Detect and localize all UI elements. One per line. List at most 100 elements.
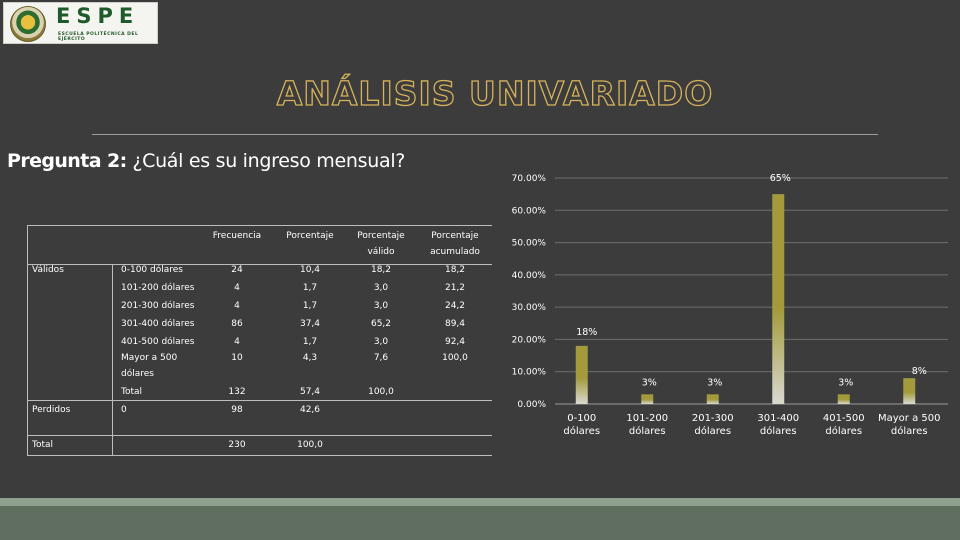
table-border-left (27, 225, 28, 455)
table-row-label: 201-300 dólares (121, 301, 195, 311)
y-tick-label: 0.00% (517, 400, 546, 410)
header-porcentaje-valido-line1: Porcentaje (357, 231, 405, 241)
table-row-label-line2: dólares (121, 369, 154, 379)
x-category-label: 0-100 (567, 413, 596, 424)
x-category-label: dólares (891, 425, 928, 437)
total-porcentaje: 100,0 (297, 440, 323, 450)
table-row-label: 101-200 dólares (121, 283, 195, 293)
bar (772, 194, 785, 404)
table-cell-valido: 3,0 (373, 337, 389, 347)
table-row-label: Mayor a 500 (121, 353, 178, 363)
table-divider-total (27, 435, 492, 436)
table-cell-porcentaje: 1,7 (302, 301, 318, 311)
table-cell-valido: 65,2 (370, 319, 392, 329)
bar (575, 345, 588, 404)
table-cell-valido: 18,2 (370, 265, 392, 275)
table-cell-valido: 7,6 (373, 353, 389, 363)
table-cell-acumulado: 21,2 (444, 283, 466, 293)
title-divider (92, 134, 878, 135)
question-text: ¿Cuál es su ingreso mensual? (126, 150, 406, 172)
x-category-label: 401-500 (823, 413, 865, 424)
table-cell-porcentaje: 37,4 (299, 319, 321, 329)
footer-band (0, 498, 960, 506)
table-cell-porcentaje: 4,3 (302, 353, 318, 363)
header-porcentaje-acumulado-line1: Porcentaje (431, 231, 479, 241)
table-cell-frecuencia: 4 (234, 283, 240, 293)
header-porcentaje-acumulado-line2: acumulado (430, 247, 480, 257)
question-label: Pregunta 2: (7, 150, 127, 172)
y-tick-label: 50.00% (512, 239, 547, 249)
table-header-divider (27, 264, 492, 265)
table-group-divider (112, 264, 113, 455)
y-tick-label: 20.00% (512, 335, 547, 345)
chart-canvas: 0.00% 10.00% 20.00% 30.00% 40.00% 50.00% 60.00… (512, 173, 948, 437)
table-cell-porcentaje: 1,7 (302, 337, 318, 347)
income-bar-chart: 0.00% 10.00% 20.00% 30.00% 40.00% 50.00% 60.00… (500, 160, 960, 450)
x-category-label: dólares (760, 425, 797, 437)
header-porcentaje: Porcentaje (286, 231, 334, 241)
logo-name: ESPE (56, 4, 140, 28)
table-border-bottom (27, 455, 492, 456)
table-cell-acumulado: 24,2 (444, 301, 466, 311)
x-category-label: dólares (694, 425, 731, 437)
table-divider-perdidos (27, 400, 492, 401)
table-border-top (27, 225, 492, 226)
data-label: 3% (642, 377, 657, 388)
group-label-perdidos: Perdidos (32, 405, 71, 415)
data-label: 65% (770, 173, 791, 184)
bar (837, 394, 850, 404)
data-label: 3% (838, 377, 853, 388)
table-cell-acumulado: 18,2 (444, 265, 466, 275)
data-label: 8% (912, 366, 927, 377)
bar (641, 394, 654, 404)
table-cell-valido: 3,0 (373, 301, 389, 311)
table-cell-porcentaje: 10,4 (299, 265, 321, 275)
footer (0, 506, 960, 540)
x-category-label: 101-200 (626, 413, 668, 424)
question-heading: Pregunta 2: ¿Cuál es su ingreso mensual? (7, 150, 405, 172)
x-category-label: dólares (825, 425, 862, 437)
table-cell-acumulado: 100,0 (442, 353, 468, 363)
validos-total-porcentaje: 57,4 (299, 387, 321, 397)
bar (706, 394, 719, 404)
table-cell-porcentaje: 1,7 (302, 283, 318, 293)
table-cell-acumulado: 92,4 (444, 337, 466, 347)
x-category-label: dólares (629, 425, 666, 437)
header-frecuencia: Frecuencia (212, 231, 262, 241)
data-label: 18% (576, 327, 597, 338)
group-label-total: Total (32, 440, 54, 450)
x-category-label: 301-400 (757, 413, 799, 424)
espe-seal-icon (10, 6, 46, 42)
table-cell-frecuencia: 24 (231, 265, 243, 275)
data-label: 3% (707, 377, 722, 388)
table-cell-frecuencia: 10 (231, 353, 243, 363)
table-row-label: 401-500 dólares (121, 337, 195, 347)
perdidos-label: 0 (121, 405, 127, 415)
header-porcentaje-valido-line2: válido (367, 247, 395, 257)
logo-subtitle: ESCUELA POLITÉCNICA DEL EJÉRCITO (58, 32, 139, 42)
validos-total-label: Total (121, 387, 143, 397)
validos-total-valido: 100,0 (368, 387, 394, 397)
table-cell-frecuencia: 4 (234, 301, 240, 311)
table-row-label: 0-100 dólares (121, 265, 183, 275)
x-category-label: Mayor a 500 (878, 413, 940, 424)
y-tick-label: 10.00% (512, 368, 547, 378)
slide-title: ANÁLISIS UNIVARIADO (276, 73, 714, 113)
perdidos-frecuencia: 98 (231, 405, 243, 415)
bar (903, 378, 916, 404)
y-tick-label: 60.00% (512, 206, 547, 216)
espe-logo: ESPE ESCUELA POLITÉCNICA DEL EJÉRCITO (3, 2, 158, 44)
table-cell-valido: 3,0 (373, 283, 389, 293)
y-tick-label: 70.00% (512, 174, 547, 184)
y-tick-label: 30.00% (512, 303, 547, 313)
total-frecuencia: 230 (228, 440, 246, 450)
group-label-validos: Válidos (32, 265, 64, 275)
perdidos-porcentaje: 42,6 (299, 405, 321, 415)
table-cell-frecuencia: 4 (234, 337, 240, 347)
x-category-label: dólares (563, 425, 600, 437)
table-cell-frecuencia: 86 (231, 319, 243, 329)
table-row-label: 301-400 dólares (121, 319, 195, 329)
y-tick-label: 40.00% (512, 271, 547, 281)
table-cell-acumulado: 89,4 (444, 319, 466, 329)
validos-total-frecuencia: 132 (228, 387, 246, 397)
